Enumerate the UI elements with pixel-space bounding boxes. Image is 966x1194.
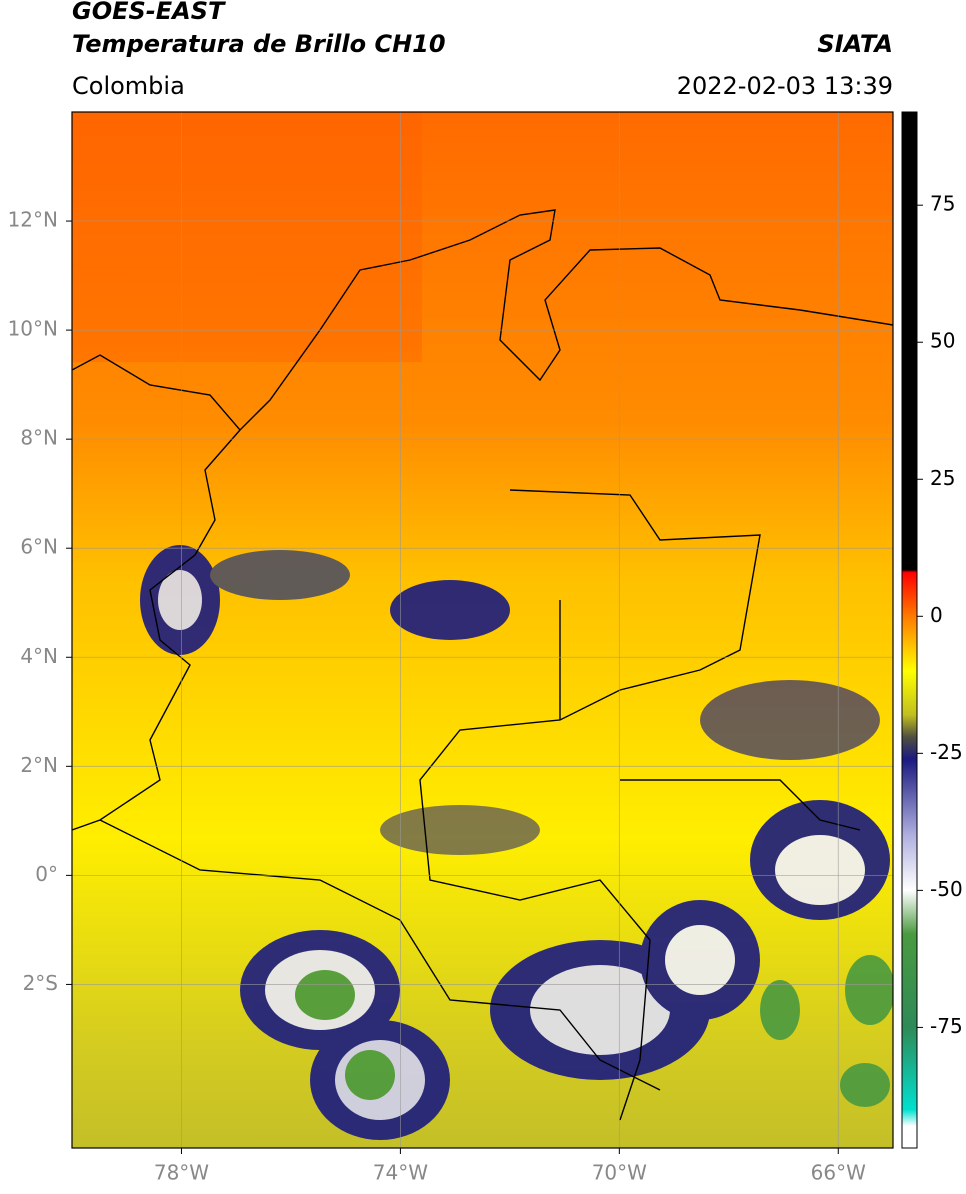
y-tick-label: 8°N (20, 426, 58, 450)
colorbar-tick-label: 75 (930, 192, 955, 216)
colorbar (901, 111, 918, 1149)
boundaries (72, 209, 893, 1121)
title: GOES-EAST (72, 0, 226, 25)
datetime: 2022-02-03 13:39 (677, 72, 893, 100)
grid (72, 112, 893, 1148)
imagery (72, 112, 893, 1148)
x-tick-label: 70°W (592, 1161, 647, 1185)
colorbar-tick-label: -25 (930, 740, 963, 764)
y-tick-label: 2°S (23, 971, 58, 995)
colorbar-tick-label: 25 (930, 466, 955, 490)
y-tick-label: 2°N (20, 753, 58, 777)
colorbar-tick-label: 50 (930, 329, 955, 353)
x-tick-label: 78°W (154, 1161, 209, 1185)
x-tick-label: 74°W (373, 1161, 428, 1185)
clouds (140, 545, 893, 1140)
x-tick-label: 66°W (811, 1161, 866, 1185)
region: Colombia (72, 72, 185, 100)
y-tick-label: 4°N (20, 644, 58, 668)
warm-area (72, 112, 422, 362)
colorbar-tick-label: -75 (930, 1014, 963, 1038)
y-tick-label: 10°N (8, 317, 58, 341)
colorbar-tick-label: 0 (930, 603, 943, 627)
source: SIATA (817, 30, 893, 58)
y-tick-label: 6°N (20, 535, 58, 559)
subtitle: Temperatura de Brillo CH10 (72, 30, 446, 58)
map-frame (71, 111, 894, 1149)
colorbar-tick-label: -50 (930, 877, 963, 901)
y-tick-label: 0° (35, 862, 58, 886)
y-tick-label: 12°N (8, 208, 58, 232)
